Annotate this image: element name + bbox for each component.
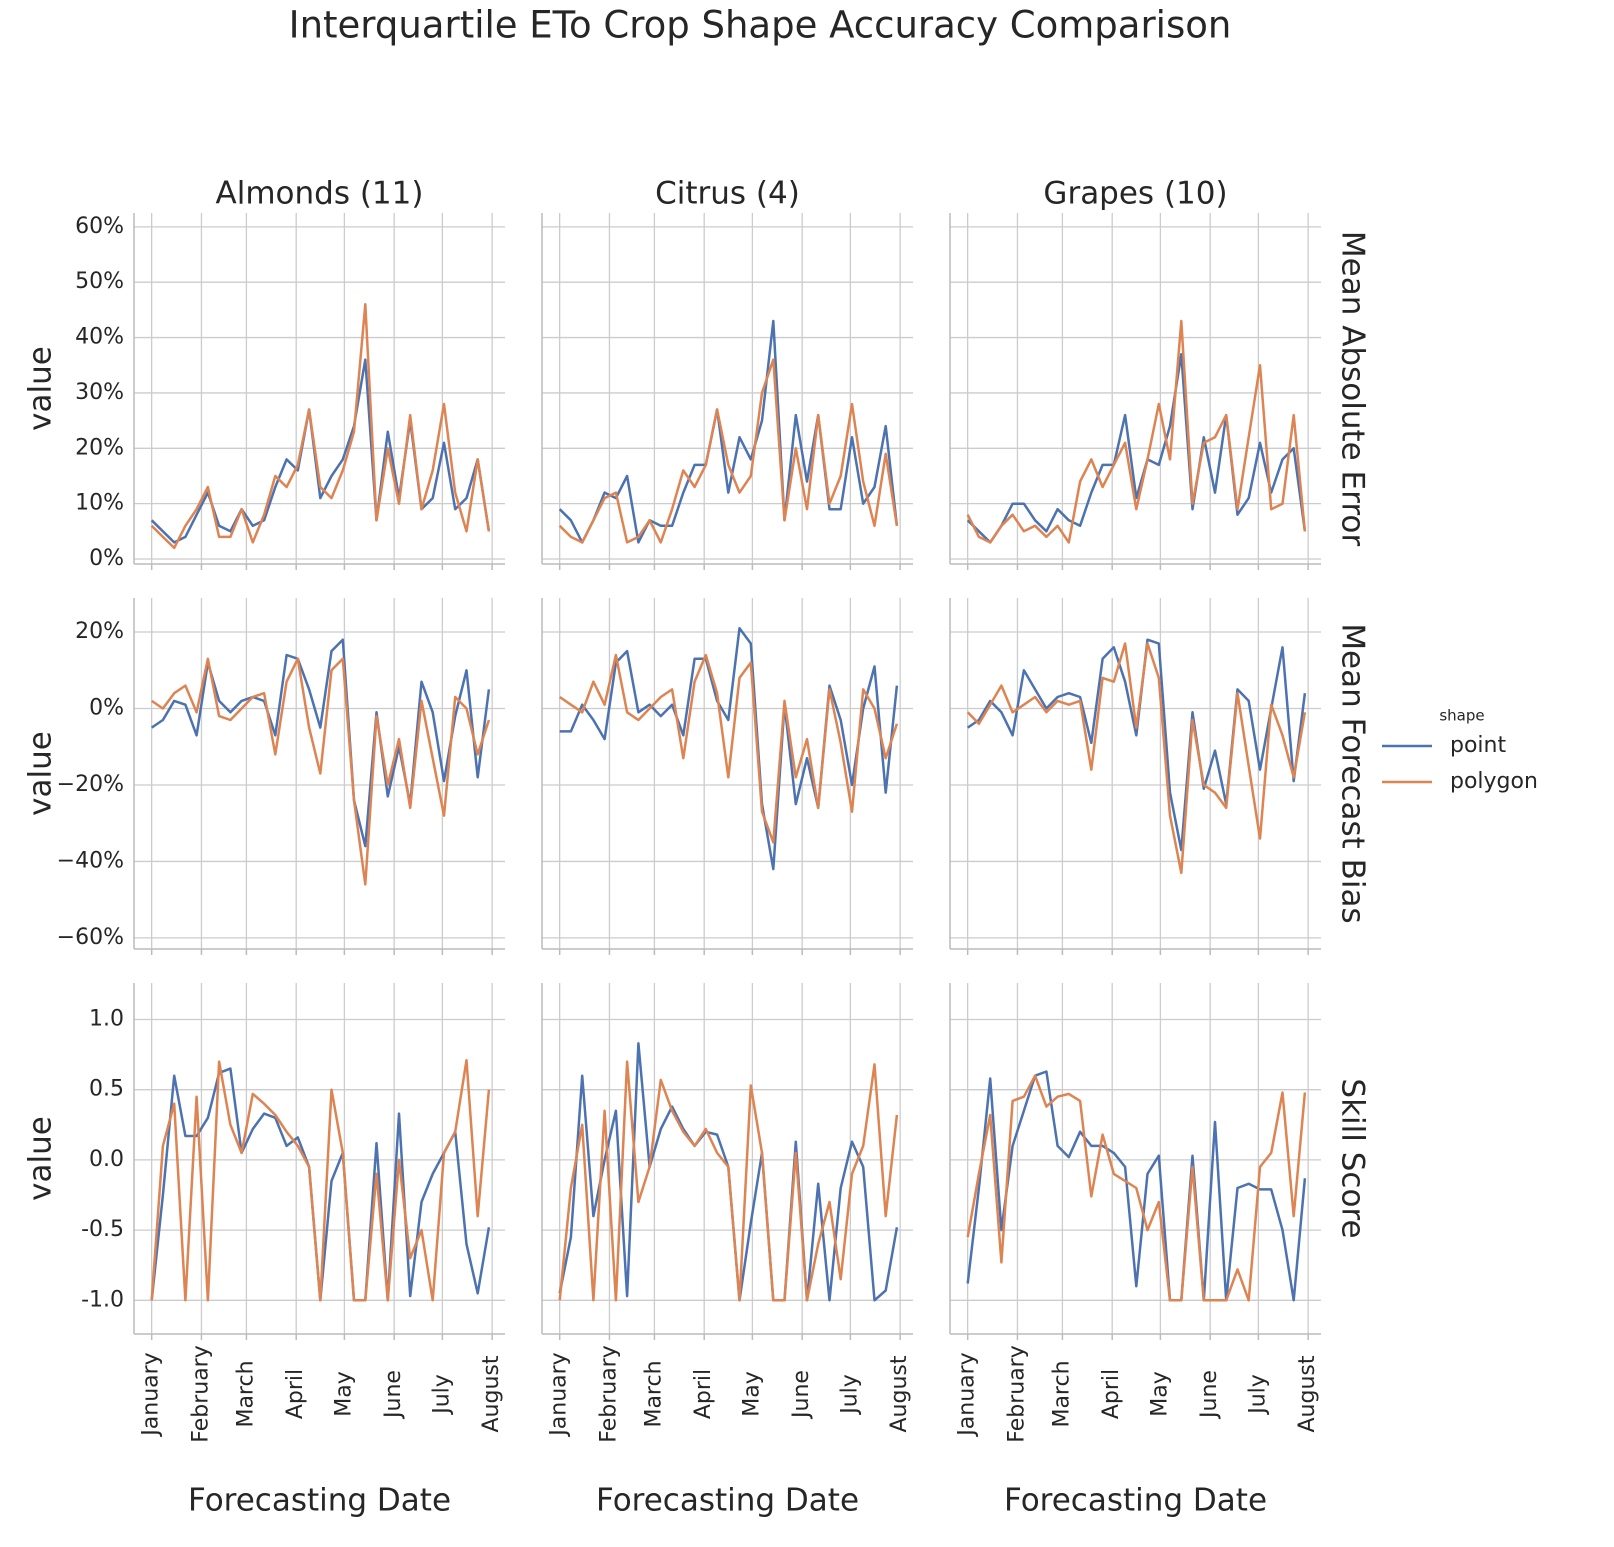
x-tick-label: June [789, 1370, 814, 1420]
line-1 [966, 642, 1307, 875]
y-tick-label: −20% [57, 772, 124, 797]
y-tick-label: 50% [75, 269, 124, 294]
x-tick-label: June [1197, 1370, 1222, 1420]
x-axis-label: Forecasting Date [596, 1483, 859, 1519]
y-tick-label: 20% [75, 619, 124, 644]
line-0 [150, 358, 491, 544]
y-tick-label: 20% [75, 435, 124, 460]
x-tick-label: July [1245, 1374, 1270, 1416]
x-tick-label: July [837, 1374, 862, 1416]
x-axis-label: Forecasting Date [188, 1483, 451, 1519]
legend-label: polygon [1450, 769, 1538, 794]
x-tick-label: May [331, 1371, 356, 1416]
column-title: Grapes (10) [1043, 176, 1227, 212]
x-tick-label: April [691, 1369, 716, 1419]
row-label: Skill Score [1335, 1078, 1371, 1238]
line-1 [150, 303, 491, 550]
row-label: Mean Forecast Bias [1335, 623, 1371, 923]
legend-title: shape [1439, 707, 1484, 725]
y-tick-label: -1.0 [81, 1287, 124, 1312]
y-tick-label: 30% [75, 380, 124, 405]
line-1 [150, 657, 491, 886]
x-tick-label: March [641, 1360, 666, 1427]
line-1 [558, 358, 899, 544]
line-1 [558, 653, 899, 844]
line-0 [150, 638, 491, 848]
line-1 [966, 1074, 1307, 1302]
line-0 [558, 319, 899, 544]
line-1 [966, 319, 1307, 544]
column-title: Citrus (4) [655, 176, 800, 212]
row-label: Mean Absolute Error [1335, 231, 1371, 546]
x-tick-label: February [188, 1345, 213, 1443]
x-tick-label: February [596, 1345, 621, 1443]
y-tick-label: 10% [75, 491, 124, 516]
y-axis-label: value [23, 731, 59, 816]
x-tick-label: January [547, 1352, 572, 1437]
y-tick-label: 0.5 [89, 1077, 124, 1102]
x-tick-label: April [283, 1369, 308, 1419]
x-tick-label: January [139, 1352, 164, 1437]
x-tick-label: July [429, 1374, 454, 1416]
figure-title: Interquartile ETo Crop Shape Accuracy Co… [289, 4, 1232, 47]
x-tick-label: August [479, 1355, 504, 1432]
x-tick-label: March [1049, 1360, 1074, 1427]
x-axis-label: Forecasting Date [1004, 1483, 1267, 1519]
legend-label: point [1450, 733, 1506, 758]
x-tick-label: January [955, 1352, 980, 1437]
line-0 [966, 1070, 1307, 1302]
x-tick-label: February [1004, 1345, 1029, 1443]
line-1 [558, 1060, 899, 1302]
line-0 [966, 352, 1307, 544]
x-tick-label: August [1295, 1355, 1320, 1432]
column-title: Almonds (11) [216, 176, 424, 212]
y-tick-label: -0.5 [81, 1217, 124, 1242]
x-tick-label: August [887, 1355, 912, 1432]
x-tick-label: May [1147, 1371, 1172, 1416]
line-1 [150, 1058, 491, 1302]
x-tick-label: May [739, 1371, 764, 1416]
x-tick-label: March [233, 1360, 258, 1427]
y-axis-label: value [23, 346, 59, 431]
y-tick-label: 40% [75, 325, 124, 350]
line-0 [559, 626, 899, 871]
y-tick-label: 1.0 [89, 1007, 124, 1032]
y-tick-label: 0% [89, 696, 124, 721]
line-0 [966, 638, 1307, 852]
y-tick-label: 60% [75, 214, 124, 239]
y-axis-label: value [23, 1116, 59, 1201]
y-tick-label: −40% [57, 848, 124, 873]
x-tick-label: June [381, 1370, 406, 1420]
y-tick-label: −60% [57, 925, 124, 950]
x-tick-label: April [1099, 1369, 1124, 1419]
y-tick-label: 0.0 [89, 1147, 124, 1172]
y-tick-label: 0% [89, 546, 124, 571]
